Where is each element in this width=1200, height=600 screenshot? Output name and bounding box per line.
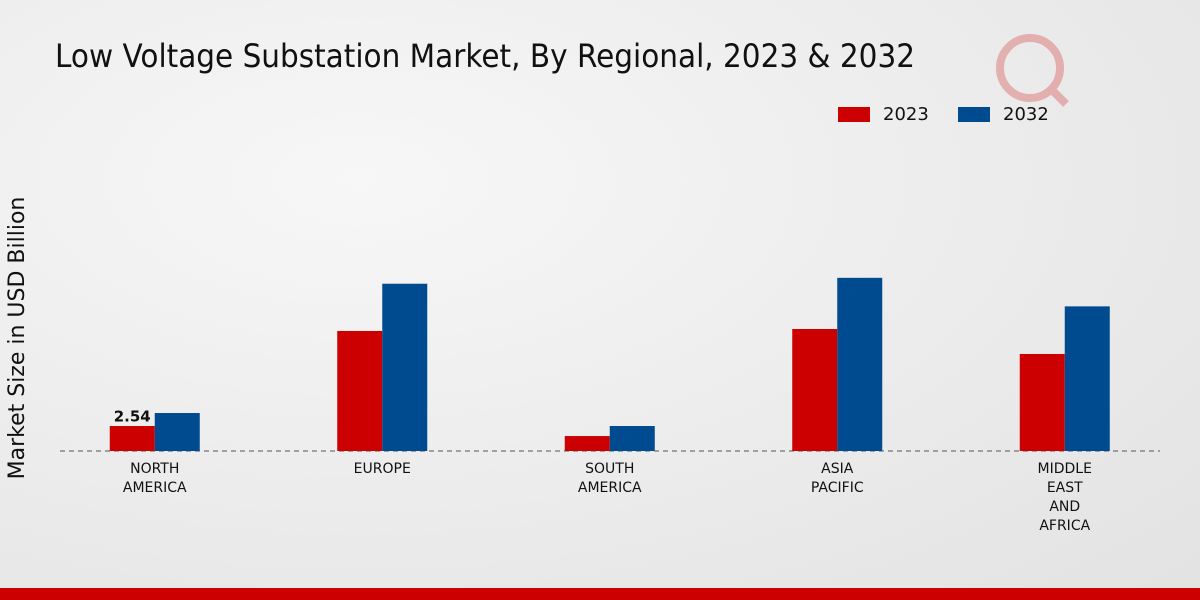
bar [337, 330, 383, 451]
legend-swatch [958, 107, 990, 122]
legend-swatch [838, 107, 870, 122]
logo [996, 34, 1069, 107]
chart-title: Low Voltage Substation Market, By Region… [55, 37, 915, 75]
x-tick-label: SOUTH AMERICA [578, 461, 642, 496]
bar [1064, 306, 1110, 451]
bar [837, 277, 883, 451]
bar [564, 436, 610, 451]
bar [609, 426, 655, 451]
x-tick-label: NORTH AMERICA [123, 461, 187, 496]
y-axis-label: Market Size in USD Billion [5, 197, 30, 480]
bar [109, 426, 155, 451]
x-tick-label: EUROPE [354, 461, 411, 477]
x-tick-label: ASIA PACIFIC [811, 461, 864, 496]
data-label: 2.54 [114, 408, 151, 426]
footer-stripe [0, 588, 1200, 600]
bar [154, 413, 200, 451]
bar [1019, 353, 1065, 451]
legend-label: 2032 [1003, 104, 1049, 125]
legend-label: 2023 [883, 104, 929, 125]
bar [382, 283, 428, 451]
x-tick-label: MIDDLE EAST AND AFRICA [1038, 461, 1092, 534]
bar [792, 328, 838, 451]
